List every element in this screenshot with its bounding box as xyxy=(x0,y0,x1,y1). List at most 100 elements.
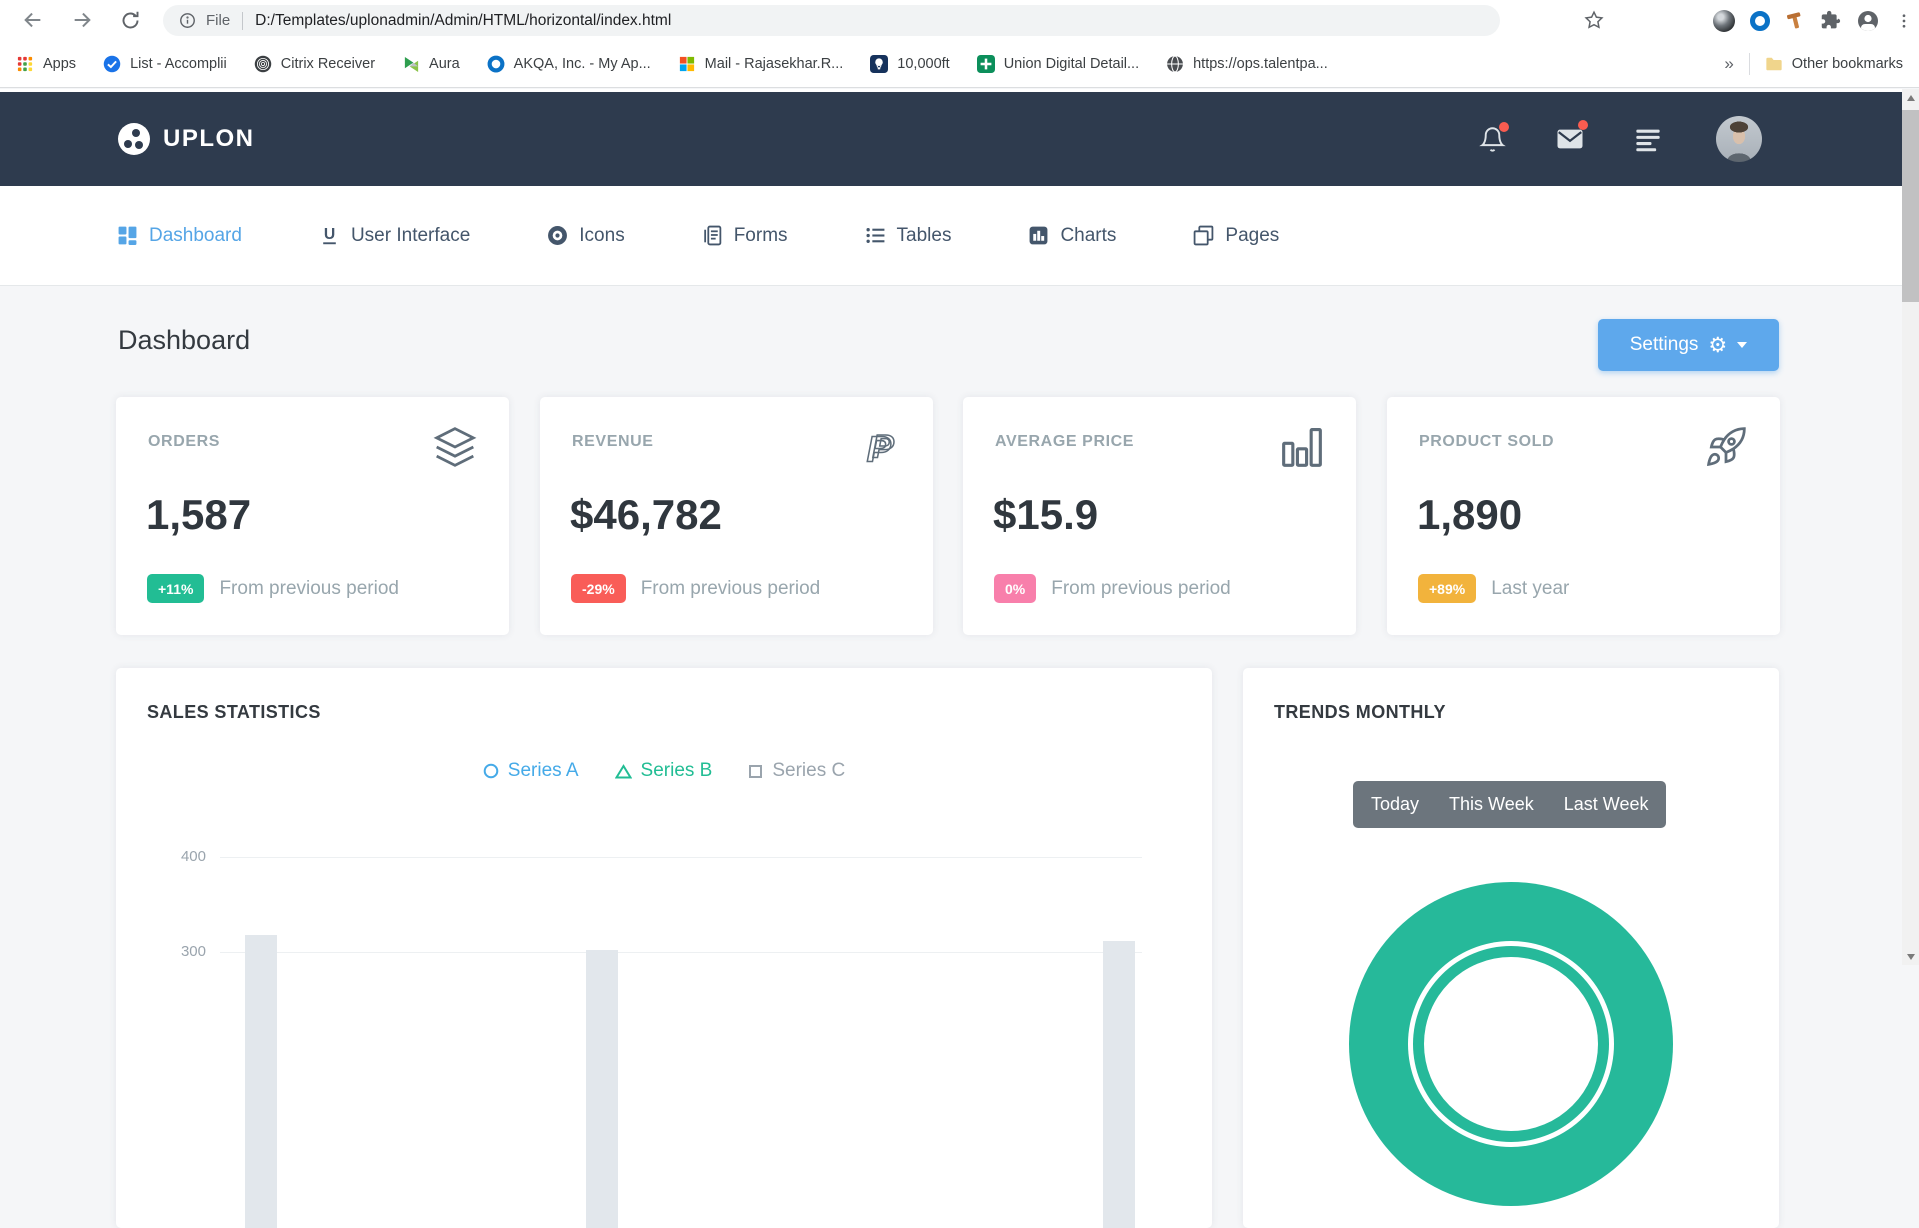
period-button-last-week[interactable]: Last Week xyxy=(1562,781,1651,828)
bookmark-union-digital[interactable]: Union Digital Detail... xyxy=(976,55,1140,73)
spreadsheet-icon xyxy=(976,55,995,73)
settings-button[interactable]: Settings ⚙ xyxy=(1598,319,1779,371)
menu-item-forms[interactable]: Forms xyxy=(702,225,788,247)
check-circle-icon xyxy=(103,55,121,73)
sales-plot: 400 300 xyxy=(116,828,1212,1228)
bookmark-label: Union Digital Detail... xyxy=(1003,56,1140,72)
legend-series-c: Series C xyxy=(748,760,845,782)
scrollbar-down-arrow[interactable] xyxy=(1902,948,1919,965)
stat-badge: +11% xyxy=(147,574,205,603)
menu-item-user-interface[interactable]: U User Interface xyxy=(319,225,470,247)
main-menu: Dashboard U User Interface Icons Forms T… xyxy=(0,186,1902,286)
akqa-extension-icon[interactable] xyxy=(1750,10,1770,31)
trends-monthly-title: TRENDS MONTHLY xyxy=(1274,702,1446,722)
stat-note: Last year xyxy=(1491,577,1570,599)
sales-bar xyxy=(586,950,618,1228)
y-axis-tick: 400 xyxy=(180,848,206,865)
bookmark-10000ft[interactable]: 10,000ft xyxy=(870,55,950,73)
caret-down-icon xyxy=(1737,342,1748,348)
browser-profile-icon[interactable] xyxy=(1856,9,1880,33)
stacked-pages-icon xyxy=(1194,225,1214,246)
gear-icon: ⚙ xyxy=(1708,332,1728,357)
reload-button[interactable] xyxy=(114,4,146,36)
settings-button-label: Settings xyxy=(1629,334,1699,355)
trends-monthly-panel: TRENDS MONTHLY Today This Week Last Week xyxy=(1243,668,1779,1228)
apps-grid-icon xyxy=(16,55,34,73)
legend-label: Series B xyxy=(640,760,713,781)
menu-item-dashboard[interactable]: Dashboard xyxy=(117,225,242,247)
legend-series-a: Series A xyxy=(483,760,579,782)
bookmark-label: Mail - Rajasekhar.R... xyxy=(704,56,844,72)
bookmark-star-button[interactable] xyxy=(1578,4,1610,36)
bars-icon xyxy=(1280,425,1324,469)
stat-card-average-price: AVERAGE PRICE $15.9 0% From previous per… xyxy=(963,397,1356,635)
svg-text:U: U xyxy=(324,226,335,243)
folder-icon xyxy=(1765,55,1783,73)
other-bookmarks-button[interactable]: Other bookmarks xyxy=(1765,55,1903,73)
period-button-this-week[interactable]: This Week xyxy=(1447,781,1536,828)
url-scheme-label: File xyxy=(206,12,231,29)
app-navbar: UPLON xyxy=(0,92,1902,186)
chart-legend: Series A Series B Series C xyxy=(116,760,1212,782)
scrollbar-up-arrow[interactable] xyxy=(1902,89,1919,106)
menu-item-icons[interactable]: Icons xyxy=(547,225,625,247)
extensions-puzzle-icon[interactable] xyxy=(1820,10,1841,31)
stat-value: 1,587 xyxy=(146,491,252,538)
microsoft-icon xyxy=(678,55,696,73)
bookmarks-right: » Other bookmarks xyxy=(1724,53,1919,75)
bookmark-citrix[interactable]: Citrix Receiver xyxy=(254,55,375,73)
menu-item-pages[interactable]: Pages xyxy=(1193,225,1279,247)
menu-label: Forms xyxy=(733,224,788,246)
aura-icon xyxy=(402,55,420,73)
rocket-icon xyxy=(1704,425,1748,469)
stat-title: PRODUCT SOLD xyxy=(1419,433,1555,450)
bookmarks-bar: Apps List - Accomplii Citrix Receiver Au… xyxy=(0,41,1919,88)
back-arrow-icon xyxy=(24,12,41,28)
menu-item-tables[interactable]: Tables xyxy=(865,225,951,247)
donut-hole xyxy=(1424,957,1598,1131)
page-top-gap xyxy=(0,89,1902,92)
stat-card-orders: ORDERS 1,587 +11% From previous period xyxy=(116,397,509,635)
stat-title: ORDERS xyxy=(148,433,221,450)
forward-button[interactable] xyxy=(66,4,98,36)
bookmark-akqa[interactable]: AKQA, Inc. - My Ap... xyxy=(487,55,651,73)
menu-toggle-icon[interactable] xyxy=(1634,125,1662,153)
url-text: D:/Templates/uplonadmin/Admin/HTML/horiz… xyxy=(255,11,672,29)
page-info-icon xyxy=(180,13,195,28)
legend-label: Series C xyxy=(772,760,846,781)
page-title: Dashboard xyxy=(118,325,251,355)
list-icon xyxy=(866,228,884,243)
bookmarks-overflow-chevron[interactable]: » xyxy=(1724,54,1734,73)
blue-ring-icon xyxy=(487,55,505,73)
lens-extension-icon[interactable] xyxy=(1713,9,1735,32)
tool-extension-icon[interactable] xyxy=(1783,8,1807,32)
browser-menu-dots-icon[interactable] xyxy=(1895,12,1913,30)
notifications-bell-icon[interactable] xyxy=(1479,121,1509,153)
brand-mark-icon xyxy=(118,123,150,155)
message-badge xyxy=(1578,120,1588,130)
layers-icon xyxy=(433,425,477,469)
address-bar[interactable]: File D:/Templates/uplonadmin/Admin/HTML/… xyxy=(163,5,1500,36)
bookmark-apps[interactable]: Apps xyxy=(16,55,76,73)
bookmark-label: List - Accomplii xyxy=(130,56,227,72)
menu-item-charts[interactable]: Charts xyxy=(1028,225,1116,247)
gridline xyxy=(220,952,1142,953)
back-button[interactable] xyxy=(17,4,49,36)
bookmark-aura[interactable]: Aura xyxy=(402,55,460,73)
legend-series-b: Series B xyxy=(614,760,713,782)
url-separator xyxy=(242,11,244,30)
scrollbar-thumb[interactable] xyxy=(1902,110,1919,302)
bookmark-mail[interactable]: Mail - Rajasekhar.R... xyxy=(678,55,844,73)
bookmark-ops-talentpa[interactable]: https://ops.talentpa... xyxy=(1166,55,1328,73)
y-axis-tick: 300 xyxy=(180,943,206,960)
page-scrollbar[interactable] xyxy=(1902,89,1919,965)
grid-icon xyxy=(118,226,137,245)
messages-mail-icon[interactable] xyxy=(1555,120,1588,154)
period-button-today[interactable]: Today xyxy=(1369,781,1421,828)
brand-logo[interactable]: UPLON xyxy=(118,123,255,155)
bookmark-list-accomplii[interactable]: List - Accomplii xyxy=(103,55,227,73)
gridline xyxy=(220,857,1142,858)
user-avatar[interactable] xyxy=(1716,116,1762,162)
